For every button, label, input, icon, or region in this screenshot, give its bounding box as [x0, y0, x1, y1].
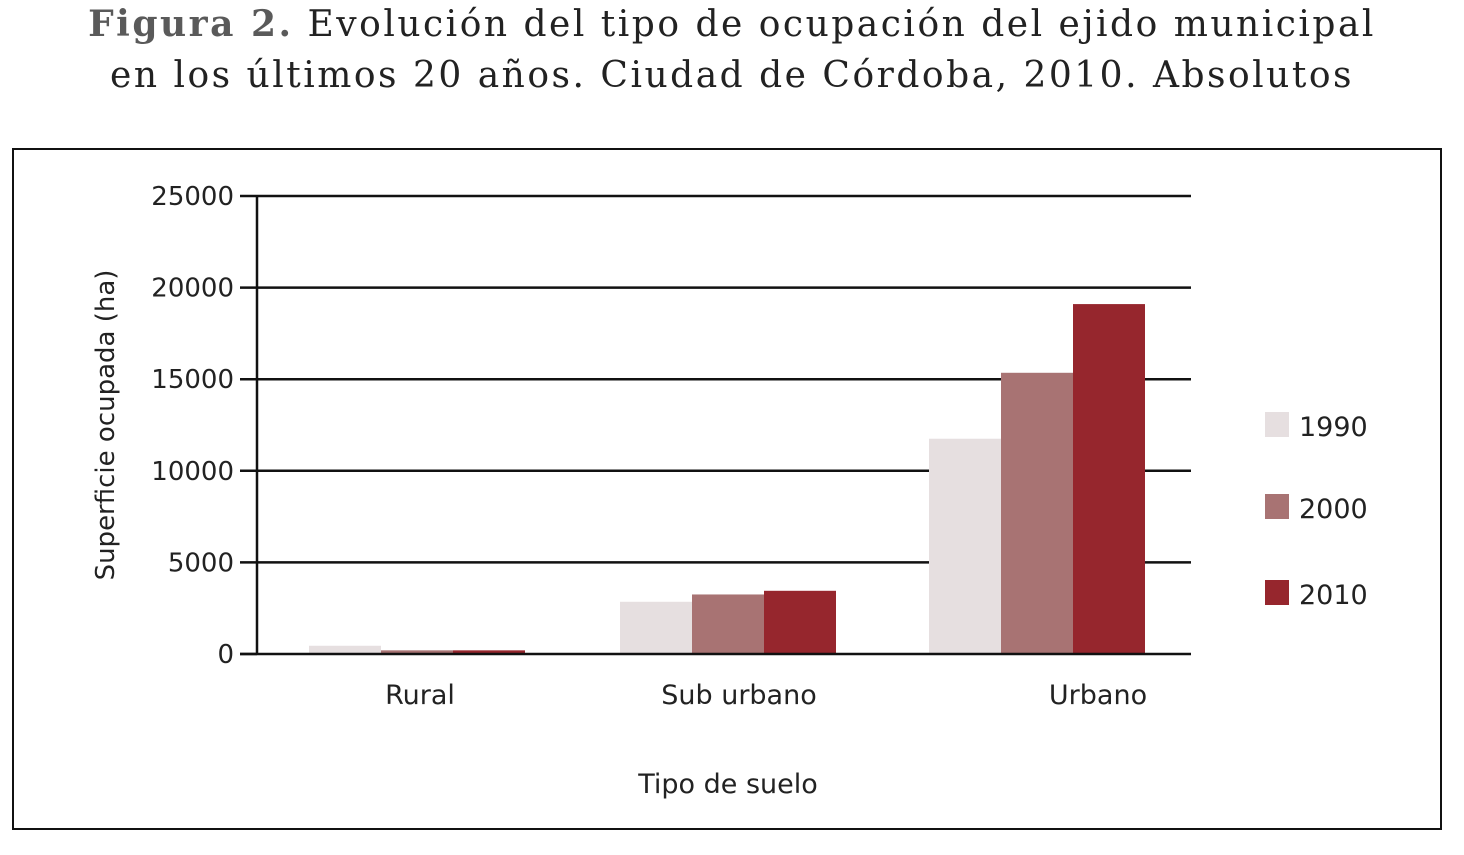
figure-title-line-1: Evolución del tipo de ocupación del ejid… [307, 4, 1376, 45]
figure-label: Figura 2. [88, 3, 294, 45]
legend-label-2010: 2010 [1299, 580, 1368, 611]
chart-frame [12, 148, 1442, 830]
axes [240, 196, 1191, 656]
y-tick-labels: 0 5000 10000 15000 20000 25000 [151, 182, 234, 670]
bar-2000-2 [1001, 372, 1073, 654]
legend: 1990 2000 2010 [1265, 412, 1368, 611]
y-tick-label: 5000 [168, 548, 234, 578]
legend-label-1990: 1990 [1299, 412, 1368, 443]
y-tick-label: 15000 [151, 365, 234, 395]
bar-2010-0 [453, 650, 525, 654]
x-tick-label: Rural [385, 680, 455, 711]
x-axis-title: Tipo de suelo [637, 769, 818, 800]
legend-swatch-2010 [1265, 580, 1289, 605]
caption-line-1: Figura 2. Evolución del tipo de ocupació… [0, 6, 1464, 43]
legend-swatch-2000 [1265, 494, 1289, 519]
bar-2010-1 [764, 590, 836, 654]
bar-2000-0 [381, 650, 453, 654]
legend-swatch-1990 [1265, 412, 1289, 437]
figure-title-line-2: en los últimos 20 años. Ciudad de Córdob… [110, 55, 1354, 96]
y-axis-title: Superficie ocupada (ha) [91, 270, 121, 581]
y-tick-label: 0 [217, 640, 234, 670]
legend-label-2000: 2000 [1299, 494, 1368, 525]
x-tick-label: Urbano [1049, 680, 1147, 711]
bar-2000-1 [692, 594, 764, 654]
bars [309, 304, 1145, 654]
bar-1990-0 [309, 645, 381, 654]
bar-1990-1 [620, 601, 692, 654]
y-tick-label: 20000 [151, 274, 234, 304]
bar-2010-2 [1073, 304, 1145, 654]
x-tick-label: Sub urbano [661, 680, 817, 711]
x-tick-labels: Rural Sub urbano Urbano [385, 680, 1147, 711]
y-tick-label: 10000 [151, 457, 234, 487]
bar-1990-2 [929, 438, 1001, 654]
y-tick-label: 25000 [151, 182, 234, 212]
